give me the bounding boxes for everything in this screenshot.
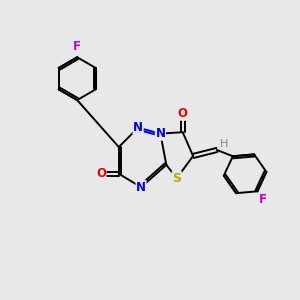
Text: F: F xyxy=(260,193,267,206)
Text: N: N xyxy=(136,181,146,194)
Text: O: O xyxy=(96,167,106,180)
Text: N: N xyxy=(133,121,143,134)
Text: O: O xyxy=(178,107,188,120)
Text: S: S xyxy=(172,172,181,185)
Text: F: F xyxy=(73,40,81,53)
Text: H: H xyxy=(220,139,229,149)
Text: N: N xyxy=(155,127,165,140)
